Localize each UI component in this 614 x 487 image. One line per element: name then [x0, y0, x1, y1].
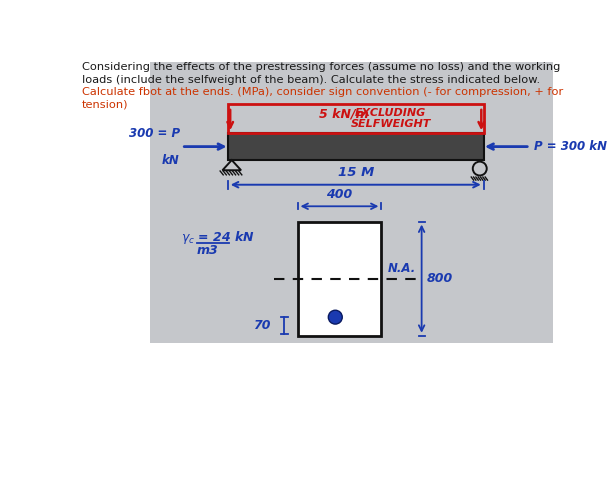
- Text: SELFWEIGHT: SELFWEIGHT: [351, 119, 431, 130]
- Text: tension): tension): [82, 99, 129, 109]
- Text: P = 300 kN: P = 300 kN: [534, 140, 607, 153]
- Bar: [298, 222, 381, 336]
- Circle shape: [328, 310, 342, 324]
- Bar: [228, 133, 484, 160]
- Text: 400: 400: [327, 188, 352, 201]
- Text: Considering the effects of the prestressing forces (assume no loss) and the work: Considering the effects of the prestress…: [82, 62, 561, 72]
- Text: 70: 70: [253, 319, 271, 332]
- Text: kN: kN: [162, 153, 180, 167]
- Text: Calculate fbot at the ends. (MPa), consider sign convention (- for compression, : Calculate fbot at the ends. (MPa), consi…: [82, 87, 564, 97]
- Text: loads (include the selfweight of the beam). Calculate the stress indicated below: loads (include the selfweight of the bea…: [82, 75, 540, 85]
- Text: 300 = P: 300 = P: [129, 127, 180, 140]
- Text: N.A.: N.A.: [387, 262, 416, 275]
- Text: m3: m3: [197, 244, 219, 257]
- Text: 15 M: 15 M: [338, 166, 374, 179]
- Text: EXCLUDING: EXCLUDING: [355, 108, 426, 118]
- Bar: [228, 104, 484, 133]
- Text: 5 kN/m: 5 kN/m: [319, 108, 369, 121]
- Text: $\mathit{\gamma_c}$ = 24 kN: $\mathit{\gamma_c}$ = 24 kN: [181, 228, 255, 245]
- Bar: [150, 61, 553, 342]
- Text: 800: 800: [426, 272, 453, 285]
